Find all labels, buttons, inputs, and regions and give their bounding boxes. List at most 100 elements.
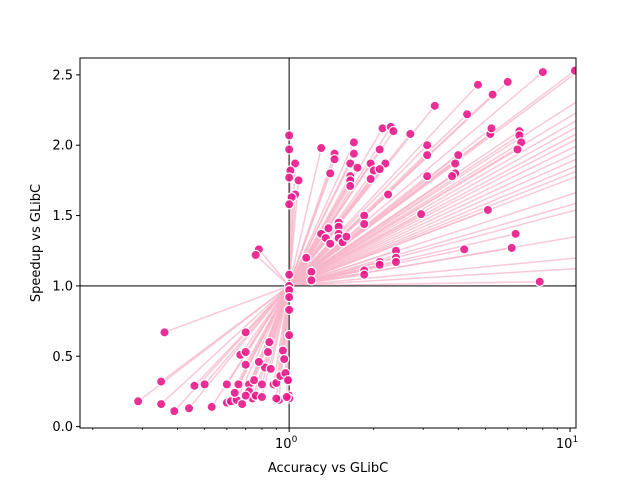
data-points — [132, 65, 576, 417]
connector-line — [160, 285, 290, 405]
y-axis: 0.0 0.5 1.0 1.5 2.0 2.5 — [52, 68, 80, 435]
data-point — [283, 144, 295, 155]
data-point — [240, 390, 251, 401]
data-point — [446, 170, 458, 182]
connector-line — [288, 101, 576, 287]
data-point — [482, 204, 494, 216]
data-point — [132, 396, 144, 407]
data-point — [405, 128, 416, 140]
data-point — [233, 379, 244, 390]
data-point — [253, 356, 265, 368]
connector-line — [288, 71, 576, 287]
y-tick-label: 2.5 — [52, 68, 73, 83]
data-point — [487, 89, 498, 100]
data-point — [281, 391, 292, 403]
data-point — [374, 163, 385, 175]
connector-line — [289, 233, 516, 287]
connector-line — [288, 138, 576, 287]
data-point — [248, 374, 260, 386]
connector-line — [164, 285, 290, 334]
connector-line — [288, 191, 576, 287]
connector-line — [288, 147, 322, 287]
data-point — [472, 79, 484, 90]
data-point — [240, 346, 251, 358]
data-point — [229, 387, 240, 399]
connector-line — [288, 111, 576, 287]
reference-lines — [80, 58, 576, 428]
data-point — [329, 154, 340, 165]
data-point — [449, 158, 461, 169]
data-point — [159, 327, 170, 338]
data-point — [240, 359, 251, 370]
data-point — [283, 269, 295, 280]
data-point — [502, 76, 513, 88]
data-point — [155, 376, 167, 387]
data-point — [301, 252, 312, 263]
data-point — [277, 345, 289, 356]
data-point — [421, 149, 433, 161]
data-point — [348, 137, 360, 148]
connector-line — [288, 145, 576, 287]
data-point — [534, 276, 545, 287]
y-tick-label: 1.5 — [52, 209, 73, 224]
data-point — [256, 379, 268, 390]
data-point — [359, 269, 370, 280]
connector-line — [288, 170, 576, 287]
connector-line — [289, 267, 576, 287]
data-point — [325, 168, 336, 179]
data-point — [506, 242, 517, 254]
connector-line — [288, 209, 576, 287]
connector-line — [288, 163, 351, 287]
data-point — [189, 380, 200, 391]
data-point — [569, 65, 576, 76]
data-point — [388, 125, 399, 137]
y-tick-label: 0.5 — [52, 350, 73, 365]
data-point — [323, 223, 334, 234]
data-point — [374, 259, 385, 271]
connector-line — [234, 285, 290, 394]
data-point — [283, 291, 295, 303]
data-point — [461, 109, 473, 120]
data-point — [256, 391, 268, 403]
data-point — [250, 249, 261, 261]
data-point — [415, 208, 427, 220]
data-point — [221, 379, 233, 390]
data-point — [240, 327, 251, 338]
data-point — [486, 123, 497, 134]
data-point — [264, 336, 275, 348]
data-point — [459, 244, 470, 255]
data-point — [183, 403, 195, 414]
data-point — [345, 180, 356, 192]
data-point — [365, 173, 376, 185]
connector-line — [288, 175, 453, 287]
data-point — [283, 199, 295, 210]
data-point — [283, 304, 295, 316]
data-point — [510, 228, 521, 240]
data-point — [283, 329, 295, 341]
data-point — [155, 398, 167, 410]
x-axis-label: Accuracy vs GLibC — [268, 461, 388, 476]
connector-line — [288, 142, 355, 287]
plot-frame — [79, 57, 577, 429]
connector-line — [288, 202, 576, 287]
y-tick-label: 1.0 — [52, 279, 73, 294]
data-point — [421, 170, 433, 182]
data-point — [348, 148, 360, 159]
data-point — [359, 218, 370, 230]
data-point — [265, 363, 276, 375]
connector-line — [289, 235, 576, 287]
data-point — [315, 142, 327, 154]
data-point — [453, 149, 464, 161]
data-point — [283, 130, 295, 141]
data-point — [289, 158, 301, 169]
connector-line — [245, 285, 290, 353]
data-point — [283, 172, 295, 183]
data-point — [236, 398, 248, 410]
connector-line — [258, 248, 290, 287]
data-point — [199, 379, 210, 390]
plot-area — [80, 58, 576, 428]
data-point — [429, 100, 441, 112]
data-point — [537, 66, 549, 78]
data-point — [341, 231, 352, 242]
